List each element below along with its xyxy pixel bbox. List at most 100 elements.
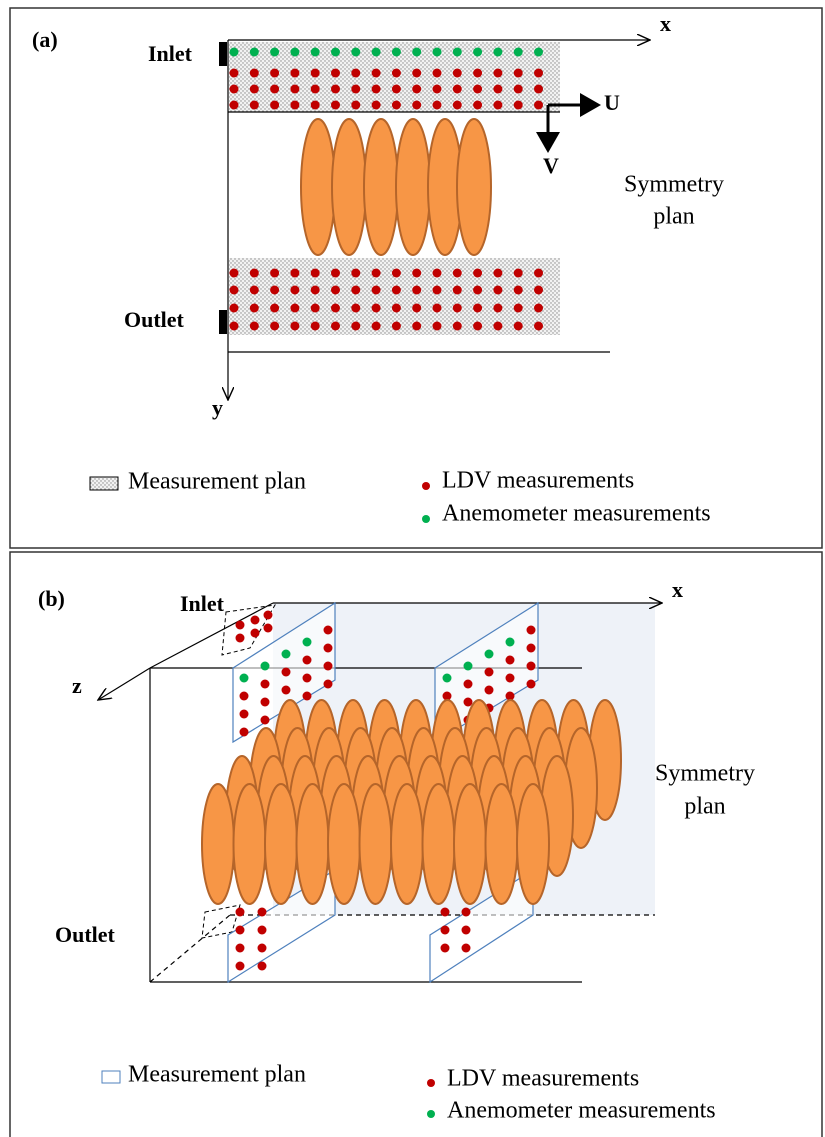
- ldv-point: [412, 85, 421, 94]
- legend-swatch: [90, 477, 118, 490]
- ldv-point: [527, 662, 536, 671]
- ldv-point: [514, 304, 523, 313]
- legend-label: Anemometer measurements: [442, 501, 711, 527]
- ldv-point: [250, 304, 259, 313]
- ldv-point: [236, 908, 245, 917]
- ldv-point: [485, 686, 494, 695]
- ldv-point: [303, 656, 312, 665]
- ldv-point: [453, 69, 462, 78]
- ldv-point: [261, 698, 270, 707]
- symmetry-label: Symmetry: [624, 172, 724, 198]
- anemometer-point: [282, 650, 291, 659]
- ldv-point: [392, 269, 401, 278]
- anemometer-point: [443, 674, 452, 683]
- ldv-point: [236, 962, 245, 971]
- ldv-point: [462, 908, 471, 917]
- ldv-point: [441, 926, 450, 935]
- tube: [457, 119, 491, 255]
- vector-label: V: [543, 153, 559, 178]
- anemometer-point: [392, 48, 401, 57]
- ldv-point: [493, 269, 502, 278]
- ldv-point: [485, 668, 494, 677]
- ldv-point: [290, 69, 299, 78]
- ldv-point: [250, 322, 259, 331]
- anemometer-point: [493, 48, 502, 57]
- ldv-point: [527, 680, 536, 689]
- anemometer-point: [433, 48, 442, 57]
- ldv-point: [392, 286, 401, 295]
- ldv-point: [527, 644, 536, 653]
- ldv-point: [311, 85, 320, 94]
- ldv-point: [250, 286, 259, 295]
- inlet-label: Inlet: [180, 591, 225, 616]
- ldv-point: [433, 101, 442, 110]
- anemometer-point: [506, 638, 515, 647]
- ldv-point: [473, 85, 482, 94]
- ldv-point: [462, 944, 471, 953]
- anemometer-point: [331, 48, 340, 57]
- anemometer-point: [372, 48, 381, 57]
- symmetry-label: Symmetry: [655, 761, 755, 787]
- ldv-point: [412, 69, 421, 78]
- ldv-point: [506, 674, 515, 683]
- ldv-point: [324, 644, 333, 653]
- outlet-label: Outlet: [124, 307, 185, 332]
- ldv-point: [351, 304, 360, 313]
- ldv-point: [412, 322, 421, 331]
- ldv-point: [351, 101, 360, 110]
- ldv-point: [331, 101, 340, 110]
- legend-swatch: [427, 1110, 435, 1118]
- anemometer-point: [453, 48, 462, 57]
- ldv-point: [230, 269, 239, 278]
- ldv-point: [250, 85, 259, 94]
- ldv-point: [527, 626, 536, 635]
- ldv-point: [514, 322, 523, 331]
- ldv-point: [473, 69, 482, 78]
- tube: [297, 784, 329, 904]
- anemometer-point: [473, 48, 482, 57]
- ldv-point: [433, 85, 442, 94]
- symmetry-label: plan: [653, 204, 694, 230]
- ldv-point: [351, 322, 360, 331]
- ldv-point: [464, 698, 473, 707]
- ldv-point: [236, 621, 245, 630]
- ldv-point: [331, 269, 340, 278]
- axis-label: x: [672, 577, 683, 602]
- tube: [423, 784, 455, 904]
- ldv-point: [392, 304, 401, 313]
- ldv-point: [473, 304, 482, 313]
- ldv-point: [453, 286, 462, 295]
- ldv-point: [290, 101, 299, 110]
- legend-swatch: [427, 1079, 435, 1087]
- ldv-point: [251, 629, 260, 638]
- tube: [328, 784, 360, 904]
- ldv-point: [290, 322, 299, 331]
- ldv-point: [462, 926, 471, 935]
- ldv-point: [230, 286, 239, 295]
- ldv-point: [493, 101, 502, 110]
- ldv-point: [270, 269, 279, 278]
- ldv-point: [351, 269, 360, 278]
- ldv-point: [453, 85, 462, 94]
- anemometer-point: [250, 48, 259, 57]
- ldv-point: [372, 286, 381, 295]
- ldv-point: [372, 322, 381, 331]
- anemometer-point: [464, 662, 473, 671]
- anemometer-point: [311, 48, 320, 57]
- ldv-point: [270, 304, 279, 313]
- ldv-point: [251, 616, 260, 625]
- ldv-point: [311, 286, 320, 295]
- axis-label: y: [212, 395, 223, 420]
- ldv-point: [534, 85, 543, 94]
- ldv-point: [493, 304, 502, 313]
- ldv-point: [290, 269, 299, 278]
- ldv-point: [230, 69, 239, 78]
- ldv-point: [372, 69, 381, 78]
- ldv-point: [311, 322, 320, 331]
- ldv-point: [236, 926, 245, 935]
- outlet-bar: [219, 310, 227, 334]
- ldv-point: [534, 269, 543, 278]
- ldv-point: [331, 85, 340, 94]
- ldv-point: [412, 286, 421, 295]
- anemometer-point: [534, 48, 543, 57]
